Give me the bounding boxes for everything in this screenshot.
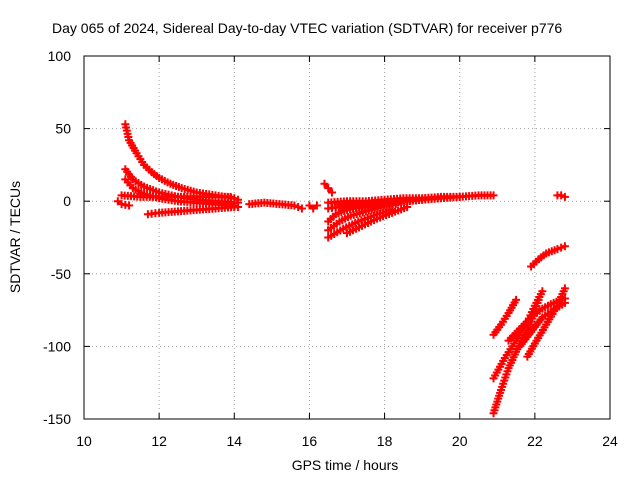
data-point	[234, 203, 243, 212]
data-point	[489, 191, 498, 200]
plot-frame	[83, 55, 611, 420]
series-layer	[113, 120, 569, 418]
data-point	[512, 295, 521, 304]
data-point	[557, 243, 566, 252]
data-point	[455, 192, 464, 201]
data-point	[294, 203, 303, 212]
data-point	[403, 203, 412, 212]
data-point	[226, 192, 235, 201]
y-tick-label: -150	[43, 411, 71, 427]
x-tick-label: 16	[302, 433, 318, 449]
x-tick-label: 22	[527, 433, 543, 449]
series-track-23	[504, 294, 569, 345]
data-point	[327, 188, 336, 197]
x-tick-label: 14	[226, 433, 242, 449]
y-tick-label: 50	[55, 121, 71, 137]
series-track-17	[527, 242, 569, 271]
series-track-6	[143, 203, 243, 219]
data-point	[312, 201, 321, 210]
series-track-15	[343, 203, 412, 238]
y-tick-label: 100	[48, 48, 72, 64]
x-tick-label: 18	[377, 433, 393, 449]
y-axis-label: SDTVAR / TECUs	[7, 181, 23, 293]
data-point	[560, 294, 569, 303]
series-track-5	[113, 197, 134, 210]
data-point	[320, 179, 329, 188]
chart-title: Day 065 of 2024, Sidereal Day-to-day VTE…	[52, 20, 562, 36]
y-tick-label: -100	[43, 338, 71, 354]
series-track-8	[305, 201, 321, 213]
series-track-22	[515, 298, 569, 351]
data-point	[560, 242, 569, 251]
data-point	[534, 295, 543, 304]
data-point	[324, 184, 333, 193]
data-point	[557, 191, 566, 200]
grid-layer	[84, 56, 610, 419]
y-tick-label: 0	[63, 193, 71, 209]
data-point	[553, 245, 562, 254]
tick-label-layer: 10 12 14 16 18 20 22 24 -150 -100 -50 0 50 100	[43, 48, 618, 449]
x-tick-label: 20	[452, 433, 468, 449]
series-track-13	[324, 200, 400, 235]
x-tick-label: 24	[602, 433, 618, 449]
series-track-7	[245, 198, 306, 213]
tick-layer	[83, 55, 611, 420]
data-point	[560, 284, 569, 293]
data-point	[560, 192, 569, 201]
series-track-9	[320, 179, 336, 197]
data-point	[538, 287, 547, 296]
data-point	[418, 195, 427, 204]
series-track-4	[117, 191, 235, 201]
data-point	[290, 201, 299, 210]
data-point	[297, 204, 306, 213]
x-axis-label: GPS time / hours	[292, 457, 399, 473]
data-point	[125, 201, 134, 210]
x-tick-label: 10	[76, 433, 92, 449]
y-tick-label: -50	[51, 266, 71, 282]
series-track-16	[553, 191, 569, 201]
series-track-18	[489, 295, 521, 339]
data-point	[391, 200, 400, 209]
x-tick-label: 12	[151, 433, 167, 449]
